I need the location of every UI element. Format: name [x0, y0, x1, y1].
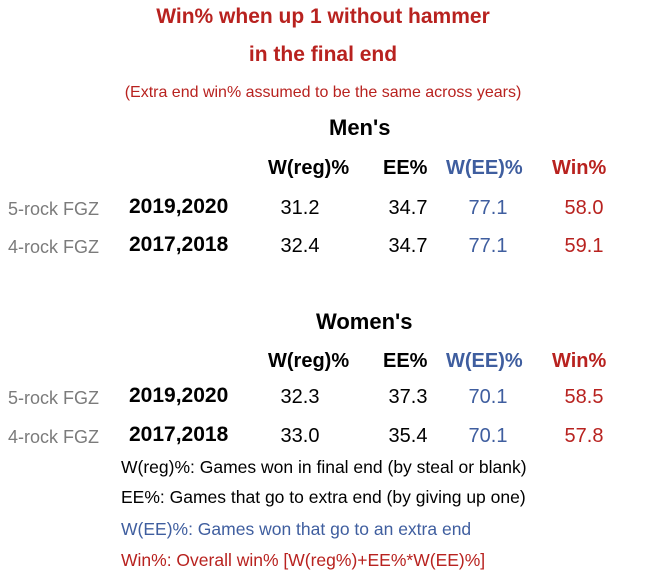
row-ee: 34.7 [388, 235, 428, 257]
note-wreg: W(reg)%: Games won in final end (by stea… [121, 457, 527, 477]
row-wee: 77.1 [468, 235, 508, 257]
note-wee: W(EE)%: Games won that go to an extra en… [121, 519, 472, 539]
note-ee: EE%: Games that go to extra end (by givi… [121, 487, 526, 507]
title-line-2: in the final end [248, 43, 398, 66]
row-years: 2017,2018 [129, 423, 229, 446]
row-label: 4-rock FGZ [8, 427, 100, 447]
row-wreg: 32.4 [280, 235, 320, 257]
row-win: 59.1 [564, 235, 604, 257]
womens-section-title: Women's [316, 309, 413, 334]
note-win: Win%: Overall win% [W(reg%)+EE%*W(EE)%] [121, 550, 486, 570]
row-years: 2017,2018 [129, 233, 229, 256]
womens-header-wee: W(EE)% [446, 350, 523, 372]
row-label: 4-rock FGZ [8, 237, 100, 257]
row-wreg: 31.2 [280, 197, 320, 219]
womens-header-win: Win% [552, 350, 607, 372]
row-win: 57.8 [564, 425, 604, 447]
row-years: 2019,2020 [129, 195, 229, 218]
row-wee: 70.1 [468, 386, 508, 408]
mens-section-title: Men's [329, 115, 391, 140]
mens-header-ee: EE% [383, 157, 428, 179]
row-win: 58.0 [564, 197, 604, 219]
row-ee: 35.4 [388, 425, 428, 447]
mens-header-win: Win% [552, 157, 607, 179]
row-wee: 77.1 [468, 197, 508, 219]
row-wee: 70.1 [468, 425, 508, 447]
row-years: 2019,2020 [129, 384, 229, 407]
row-label: 5-rock FGZ [8, 199, 100, 219]
row-win: 58.5 [564, 386, 604, 408]
womens-header-ee: EE% [383, 350, 428, 372]
row-wreg: 32.3 [280, 386, 320, 408]
title-line-1: Win% when up 1 without hammer [156, 5, 490, 28]
row-label: 5-rock FGZ [8, 388, 100, 408]
row-ee: 34.7 [388, 197, 428, 219]
subtitle: (Extra end win% assumed to be the same a… [124, 84, 522, 101]
mens-header-wee: W(EE)% [446, 157, 523, 179]
womens-header-wreg: W(reg)% [268, 350, 350, 372]
row-wreg: 33.0 [280, 425, 320, 447]
mens-header-wreg: W(reg)% [268, 157, 350, 179]
row-ee: 37.3 [388, 386, 428, 408]
